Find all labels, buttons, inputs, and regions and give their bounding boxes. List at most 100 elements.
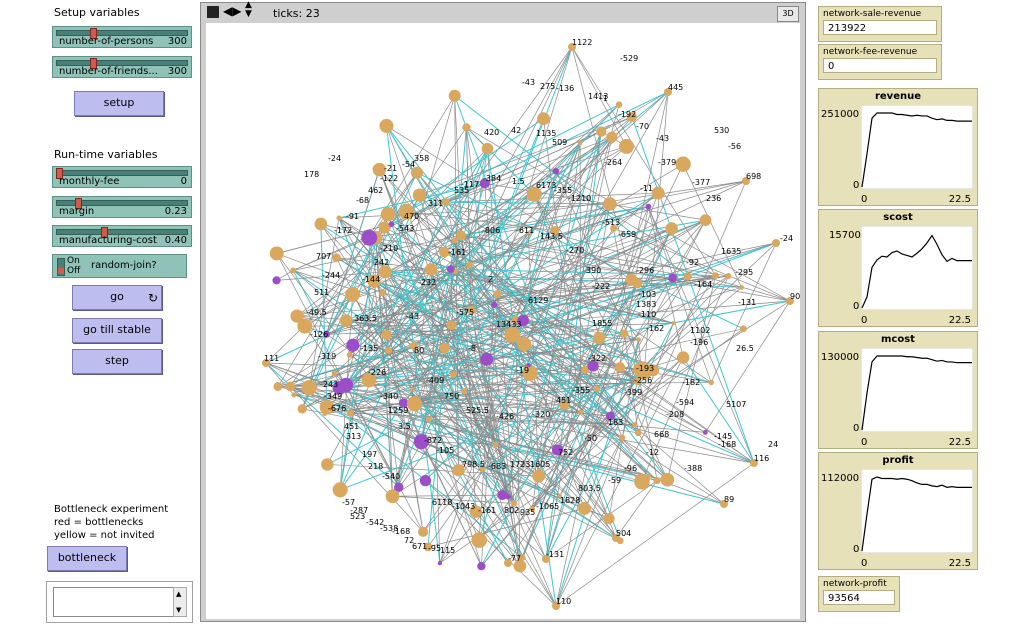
plot-area: [861, 469, 973, 553]
node-label: 390: [586, 266, 601, 275]
zoom-icon[interactable]: [207, 6, 219, 18]
node-label: -21: [384, 164, 397, 173]
edge-gray: [276, 253, 509, 564]
node-tan: [446, 320, 457, 331]
node-label: -264: [604, 158, 622, 167]
edge-cyan: [340, 369, 654, 491]
plot-ymax: 112000: [821, 473, 860, 484]
node-label: -105: [436, 446, 454, 455]
edge-gray: [265, 362, 496, 445]
edge-gray: [430, 269, 674, 324]
node-purple: [272, 276, 281, 285]
edge-gray: [384, 271, 393, 497]
node-tan: [423, 542, 433, 552]
edge-gray: [265, 362, 621, 542]
go-button[interactable]: go ↻: [72, 285, 162, 310]
edge-gray: [481, 415, 611, 567]
step-button[interactable]: step: [72, 349, 162, 374]
scroll-up-icon[interactable]: ▲: [176, 590, 182, 598]
edge-gray: [324, 374, 454, 414]
node-tan: [664, 88, 672, 96]
edge-gray: [429, 418, 635, 426]
node-tan: [513, 559, 527, 573]
edge-gray: [555, 437, 623, 607]
node-label: 178: [304, 170, 319, 179]
node-tan: [378, 221, 391, 234]
edge-cyan: [292, 269, 465, 392]
node-tan: [492, 441, 499, 447]
edge-gray: [290, 372, 531, 387]
slider-knob[interactable]: [101, 227, 109, 238]
slider-knob[interactable]: [90, 28, 98, 39]
edge-gray: [384, 227, 610, 519]
scrollbar[interactable]: ▲ ▼: [173, 587, 187, 617]
edge-gray: [277, 386, 611, 417]
node-label: -8: [468, 344, 476, 353]
plot-area: [861, 226, 973, 310]
node-label: -287: [350, 506, 368, 515]
node-purple: [477, 561, 486, 571]
node-tan: [739, 325, 747, 333]
slider-knob[interactable]: [56, 168, 63, 179]
edge-gray: [277, 242, 777, 387]
edge-cyan: [428, 419, 509, 564]
arrows-left-right-icon[interactable]: ◀▶: [223, 4, 242, 18]
node-label: 363.5: [354, 314, 377, 323]
monthly-fee-slider[interactable]: monthly-fee 0: [52, 166, 192, 188]
node-purple: [526, 363, 531, 368]
edge-cyan: [454, 95, 621, 541]
node-tan: [372, 162, 387, 177]
number-of-friends-slider[interactable]: number-of-friends... 300: [52, 56, 192, 78]
edge-cyan: [461, 206, 649, 236]
random-join-switch[interactable]: On Off random-join?: [52, 254, 187, 278]
margin-slider[interactable]: margin 0.23: [52, 196, 192, 218]
node-label: 358: [414, 154, 429, 163]
slider-knob[interactable]: [90, 58, 98, 69]
scroll-down-icon[interactable]: ▼: [176, 606, 182, 614]
node-tan: [633, 377, 642, 386]
node-label: -377: [692, 178, 710, 187]
node-tan: [526, 231, 531, 236]
command-input[interactable]: [53, 587, 175, 617]
node-label: -19: [516, 366, 529, 375]
setup-button[interactable]: setup: [74, 91, 164, 116]
edge-gray: [652, 275, 716, 371]
edge-gray: [290, 386, 539, 477]
slider-knob[interactable]: [74, 198, 82, 209]
edge-gray: [621, 381, 639, 438]
edge-gray: [345, 183, 485, 386]
node-purple: [490, 301, 498, 308]
number-of-persons-slider[interactable]: number-of-persons 300: [52, 26, 192, 48]
3d-button[interactable]: 3D: [777, 6, 799, 22]
node-tan: [603, 512, 615, 525]
node-tan: [557, 493, 562, 498]
edge-gray: [484, 183, 495, 305]
bottleneck-button[interactable]: bottleneck: [47, 546, 127, 571]
plot-series-line: [861, 476, 972, 552]
node-tan: [269, 246, 284, 261]
node-tan: [619, 138, 634, 154]
node-label: -161: [478, 506, 496, 515]
edge-gray: [512, 334, 621, 368]
edge-gray: [466, 127, 521, 567]
node-label: 462: [368, 186, 383, 195]
node-label: 313: [346, 432, 361, 441]
edge-gray: [309, 219, 706, 388]
toggle-handle[interactable]: [57, 258, 65, 276]
node-label: -513: [602, 218, 620, 227]
go-till-stable-button[interactable]: go till stable: [72, 318, 162, 343]
edge-gray: [555, 171, 645, 372]
edge-gray: [430, 104, 620, 270]
node-label: -1: [600, 94, 608, 103]
node-tan: [336, 215, 342, 221]
node-label: 13433: [496, 320, 521, 329]
edge-gray: [532, 371, 645, 510]
node-label: -319: [318, 352, 336, 361]
arrows-up-down-icon[interactable]: ▲ ▼: [245, 0, 252, 19]
manufacturing-cost-slider[interactable]: manufacturing-cost 0.40: [52, 225, 192, 247]
edge-gray: [538, 388, 598, 477]
node-label: -388: [684, 464, 702, 473]
node-purple: [551, 444, 564, 456]
edge-cyan: [545, 322, 674, 560]
edge-cyan: [450, 324, 561, 497]
